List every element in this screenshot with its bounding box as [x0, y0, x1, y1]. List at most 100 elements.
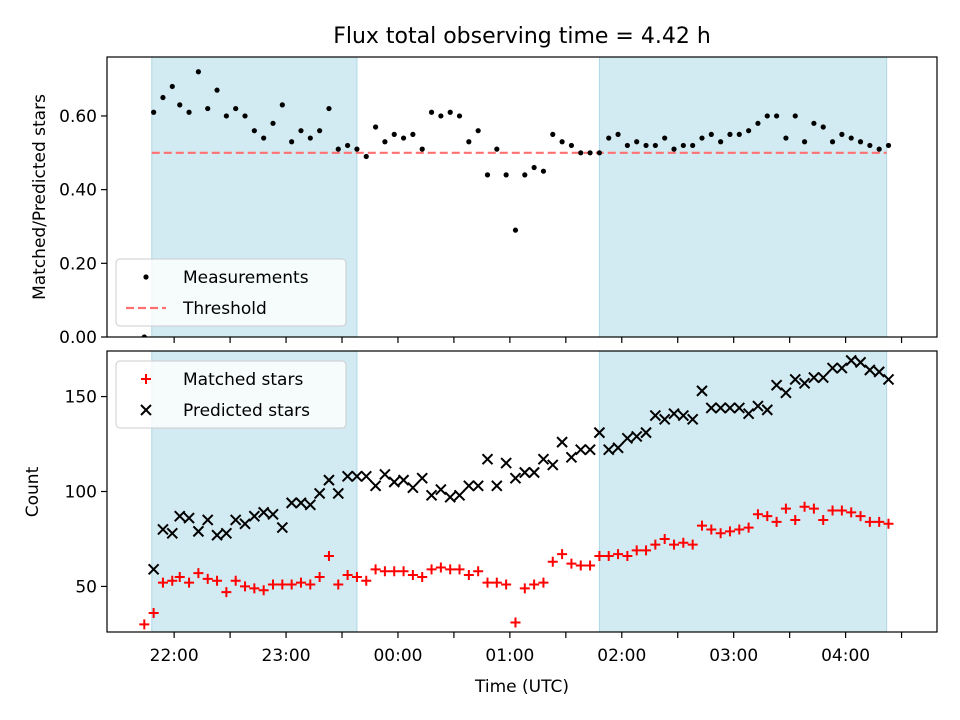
matched-star-point: [650, 539, 661, 550]
matched-star-point: [370, 564, 381, 575]
legend-marker-matched: [141, 374, 151, 384]
legend-marker-predicted: [140, 404, 152, 416]
measurement-point: [419, 146, 425, 152]
matched-star-point: [174, 571, 185, 582]
measurement-point: [382, 139, 388, 145]
highlight-band: [598, 56, 888, 338]
matched-star-point: [417, 571, 428, 582]
predicted-star-point: [612, 442, 624, 454]
predicted-star-point: [836, 362, 848, 374]
predicted-star-point: [742, 407, 755, 420]
matched-star-point: [846, 507, 857, 518]
matched-star-point: [669, 539, 680, 550]
measurement-point: [214, 87, 220, 93]
matched-star-point: [379, 566, 390, 577]
predicted-star-point: [584, 444, 596, 456]
predicted-star-point: [323, 474, 335, 486]
predicted-star-point: [276, 521, 289, 534]
matched-star-point: [398, 566, 409, 577]
measurement-point: [251, 128, 257, 134]
matched-star-point: [575, 560, 586, 571]
predicted-star-point: [332, 487, 344, 500]
matched-star-point: [230, 575, 241, 586]
matched-star-point: [361, 575, 372, 586]
matched-star-point: [323, 551, 334, 562]
predicted-star-point: [463, 480, 475, 492]
predicted-star-point: [826, 362, 839, 374]
matched-star-point: [603, 551, 614, 562]
measurement-point: [587, 150, 593, 156]
legend: Measurements Threshold: [115, 258, 347, 327]
measurement-point: [242, 113, 248, 119]
measurement-point: [867, 142, 873, 149]
legend-label: Matched stars: [183, 370, 303, 390]
predicted-star-point: [668, 407, 680, 420]
matched-star-point: [148, 608, 159, 619]
measurement-point: [801, 139, 808, 145]
matched-star-point: [696, 520, 707, 531]
predicted-star-point: [770, 379, 783, 391]
measurement-point: [410, 131, 416, 137]
predicted-star-point: [733, 402, 745, 414]
matched-star-point: [258, 585, 269, 596]
predicted-star-point: [593, 426, 606, 439]
measurement-point: [634, 139, 640, 145]
matched-star-point: [407, 570, 418, 581]
predicted-star-point: [509, 472, 522, 484]
measurement-point: [718, 139, 724, 145]
matched-star-point: [724, 526, 735, 537]
measurement-point: [195, 69, 201, 75]
predicted-star-point: [864, 364, 876, 376]
measurement-point: [447, 109, 453, 115]
x-tick-label: 22:00: [150, 646, 199, 666]
measurement-point: [531, 164, 537, 171]
matched-star-point: [295, 577, 306, 588]
matched-star-point: [790, 514, 801, 525]
predicted-star-point: [500, 457, 512, 469]
measurement-point: [363, 153, 369, 160]
matched-star-point: [305, 579, 316, 590]
matched-star-point: [799, 501, 810, 512]
matched-star-point: [463, 570, 474, 581]
measurement-point: [550, 131, 556, 137]
matched-star-point: [193, 568, 204, 579]
predicted-star-point: [248, 510, 261, 522]
measurement-point: [829, 139, 836, 145]
predicted-star-point: [472, 480, 484, 492]
measurement-point: [820, 124, 826, 130]
matched-star-point: [827, 505, 838, 516]
predicted-star-point: [407, 481, 419, 494]
predicted-star-point: [565, 451, 578, 464]
matched-star-point: [277, 579, 288, 590]
x-tick-label: 00:00: [373, 646, 422, 666]
measurement-point: [792, 113, 798, 119]
matched-star-point: [622, 551, 633, 562]
measurement-point: [680, 142, 686, 149]
predicted-star-point: [686, 413, 699, 426]
x-tick-label: 23:00: [262, 646, 311, 666]
predicted-star-point: [556, 436, 568, 448]
predicted-star-point: [147, 563, 160, 576]
measurement-point: [773, 113, 780, 119]
measurement-point: [400, 135, 407, 141]
matched-star-point: [240, 581, 251, 592]
matched-star-point: [491, 577, 502, 588]
matched-star-point: [221, 587, 232, 598]
legend-box: [115, 258, 347, 327]
measurement-point: [494, 146, 500, 152]
matched-star-point: [454, 564, 465, 575]
predicted-star-point: [388, 476, 400, 488]
measurement-point: [624, 142, 630, 149]
predicted-star-point: [761, 404, 773, 416]
measurement-point: [839, 131, 845, 137]
predicted-star-point: [481, 453, 494, 465]
predicted-star-point: [295, 497, 307, 509]
matched-star-point: [566, 558, 577, 569]
matched-star-point: [659, 533, 670, 544]
predicted-star-point: [575, 444, 587, 456]
predicted-star-point: [603, 444, 615, 456]
x-tick-label: 01:00: [485, 646, 534, 666]
predicted-star-point: [882, 373, 895, 386]
measurement-point: [699, 135, 705, 141]
predicted-star-point: [444, 491, 456, 503]
